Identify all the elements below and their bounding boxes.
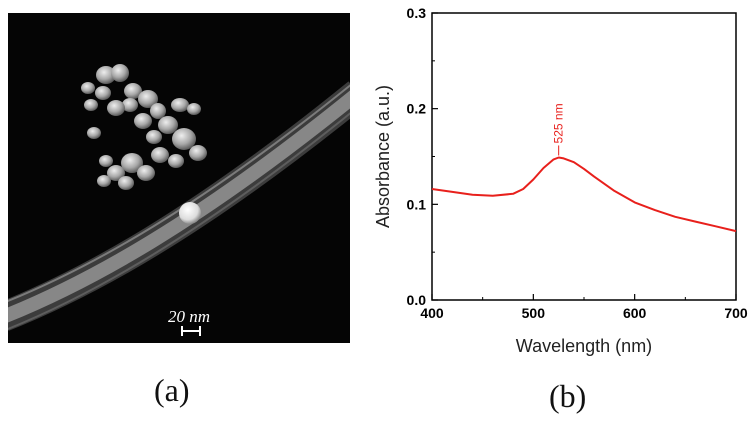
nanofiber-core <box>8 90 350 323</box>
nanoparticle-cluster <box>81 64 207 190</box>
y-tick-label: 0.2 <box>407 101 427 117</box>
nanofiber-edge <box>8 84 350 303</box>
absorbance-series-line <box>431 156 737 233</box>
nanofiber-edge <box>8 112 350 331</box>
plot-frame <box>431 12 737 301</box>
scale-bar-label: 20 nm <box>168 307 210 326</box>
caption-a: (a) <box>154 372 190 408</box>
x-tick-label: 500 <box>522 305 546 321</box>
y-tick-label: 0.3 <box>407 5 427 21</box>
y-axis-label: Absorbance (a.u.) <box>373 85 393 228</box>
x-tick-label: 700 <box>724 305 748 321</box>
x-tick-label: 400 <box>420 305 444 321</box>
y-tick-label: 0.1 <box>407 196 427 212</box>
sem-image: 20 nm <box>8 13 350 343</box>
absorbance-chart: 400 500 600 700 0.0 0.1 0.2 0.3 Wavelength (nm) A… <box>373 5 748 356</box>
x-tick-label: 600 <box>623 305 647 321</box>
y-tick-label: 0.0 <box>407 292 427 308</box>
peak-label: 525 nm <box>552 103 566 143</box>
bright-nanoparticle <box>179 202 201 224</box>
scale-bar <box>181 326 201 336</box>
x-axis-label: Wavelength (nm) <box>516 336 652 356</box>
caption-b: (b) <box>549 378 587 414</box>
